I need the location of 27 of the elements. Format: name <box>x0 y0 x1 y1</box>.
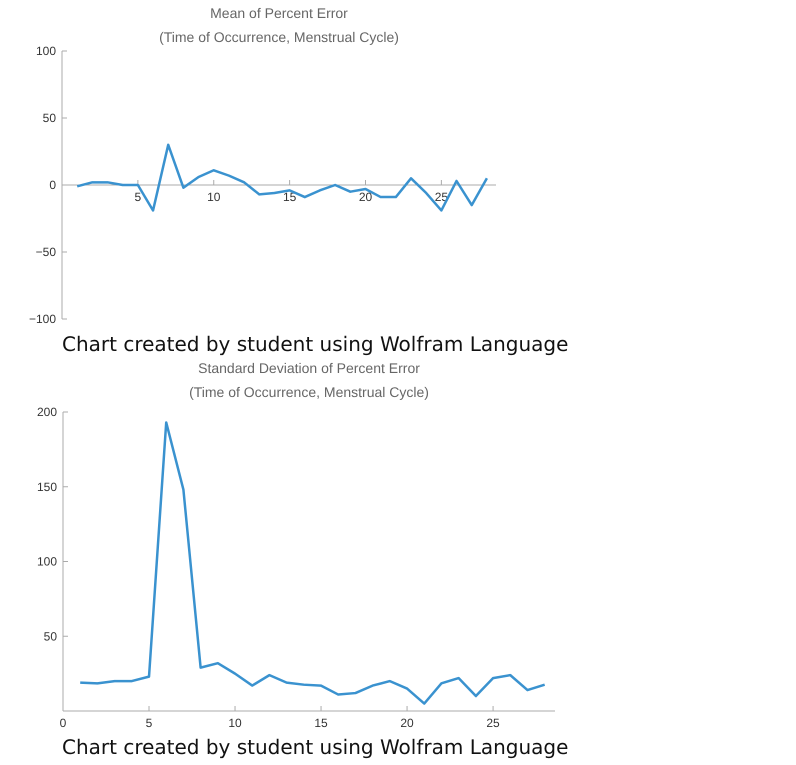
y-tick-label: 100 <box>36 44 56 58</box>
x-tick-label: 15 <box>314 716 328 730</box>
x-tick-label: 10 <box>228 716 242 730</box>
y-tick-label: 150 <box>36 480 58 494</box>
y-tick-label: 0 <box>49 178 56 192</box>
x-tick-label: 0 <box>60 716 67 730</box>
y-tick-label: 200 <box>36 405 58 419</box>
x-tick-label: 5 <box>134 190 142 204</box>
y-tick-label: −100 <box>28 312 56 326</box>
chart-subtitle: (Time of Occurrence, Menstrual Cycle) <box>189 384 429 400</box>
text: Chart created by student using Wolfram Language <box>62 735 568 759</box>
y-tick-label: 50 <box>44 629 58 644</box>
x-tick-label: 10 <box>207 190 221 204</box>
chart-title: Standard Deviation of Percent Error <box>198 360 420 376</box>
text: Chart created by student using Wolfram Language <box>62 332 568 356</box>
y-tick-label: 50 <box>42 111 56 125</box>
x-tick-label: 20 <box>400 716 414 730</box>
chart-title: Mean of Percent Error <box>210 5 348 21</box>
x-tick-label: 5 <box>146 716 153 730</box>
x-tick-label: 15 <box>282 190 297 204</box>
line-series <box>78 421 546 705</box>
chart-subtitle: (Time of Occurrence, Menstrual Cycle) <box>159 29 399 45</box>
line-series <box>76 144 488 212</box>
x-tick-label: 25 <box>486 716 500 730</box>
y-tick-label: −50 <box>36 245 56 259</box>
y-tick-label: 100 <box>36 554 58 568</box>
x-tick-label: 20 <box>358 190 372 204</box>
